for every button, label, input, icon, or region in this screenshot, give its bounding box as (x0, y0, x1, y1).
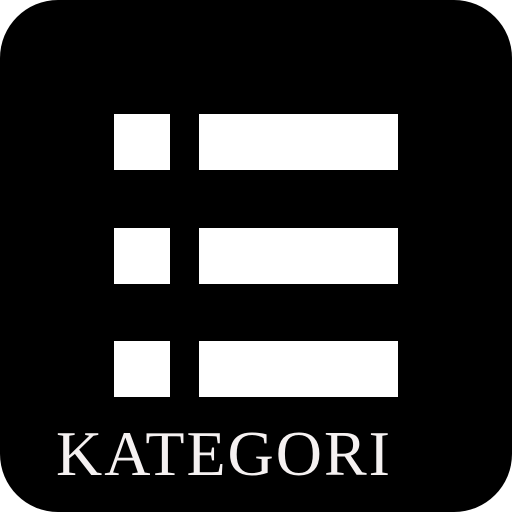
list-bullet (114, 341, 170, 397)
list-row (0, 228, 512, 284)
list-bullet (114, 228, 170, 284)
list-bullet (114, 114, 170, 170)
list-bar (199, 341, 398, 397)
list-row (0, 341, 512, 397)
list-bar (199, 228, 398, 284)
list-row (0, 114, 512, 170)
list-bar (199, 114, 398, 170)
icon-label: KATEGORI (56, 418, 392, 489)
